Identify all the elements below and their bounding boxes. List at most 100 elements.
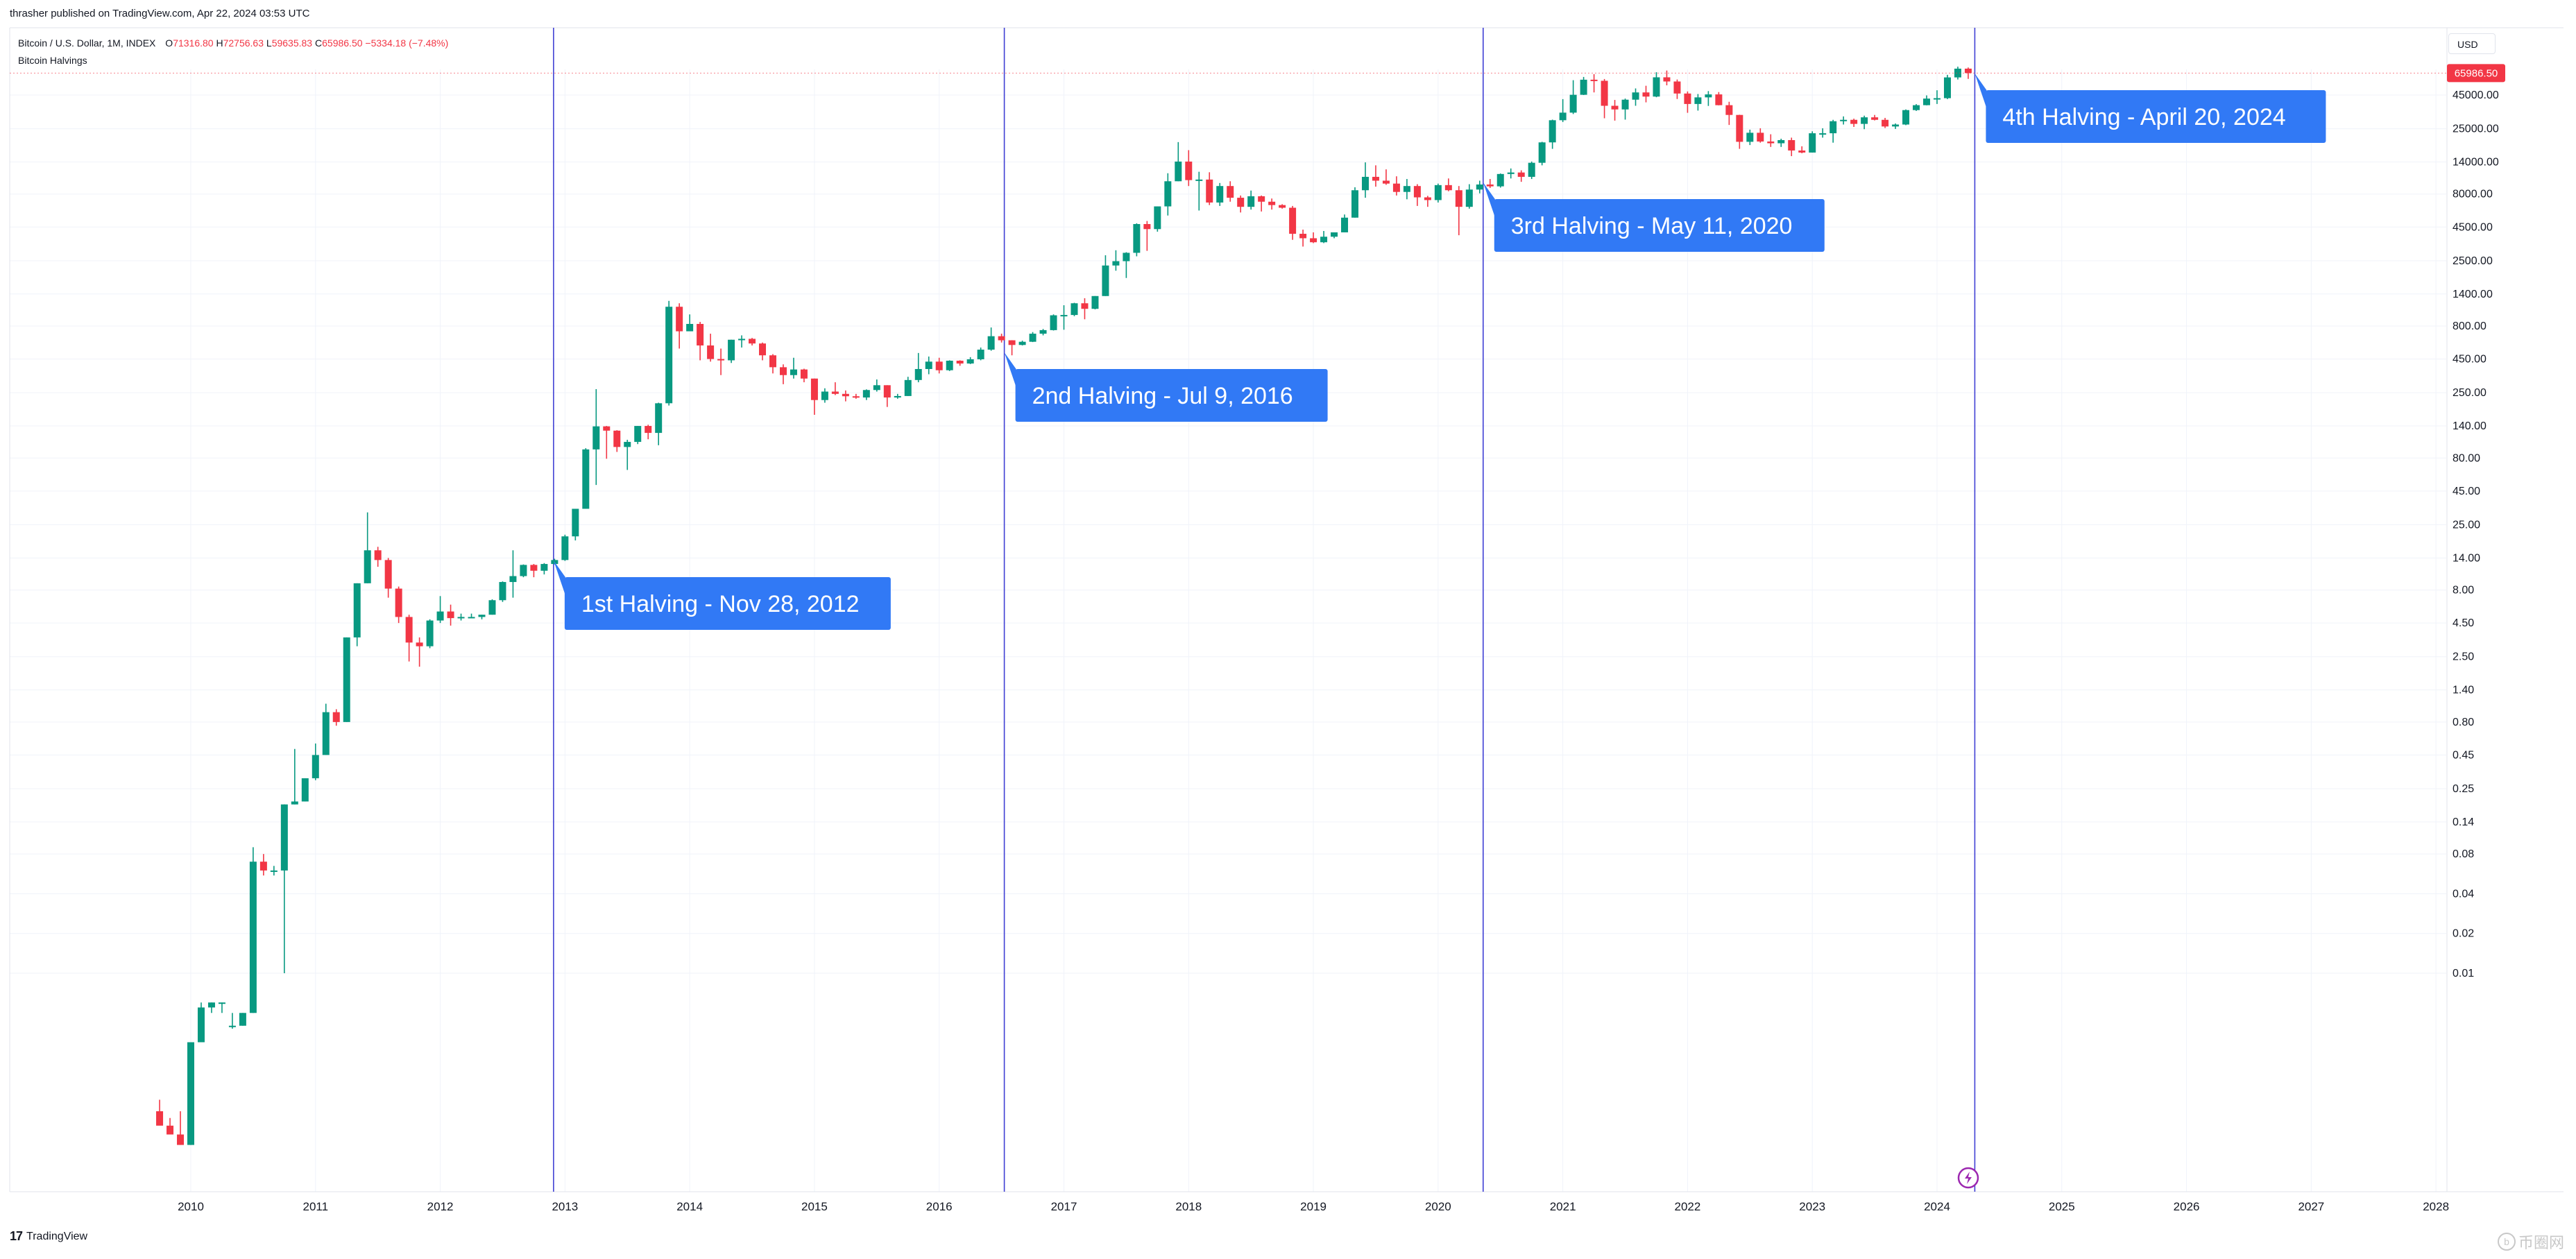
symbol-legend[interactable]: Bitcoin / U.S. Dollar, 1M, INDEX O71316.… (18, 37, 448, 49)
candle-up (207, 1002, 215, 1013)
y-tick-label: 4.50 (2453, 617, 2474, 629)
candle-up (966, 357, 974, 364)
candle-down (1673, 79, 1681, 99)
candle-down (332, 709, 340, 726)
candle-up (1102, 255, 1109, 296)
candle-up (1549, 119, 1556, 149)
candle-up (904, 377, 912, 396)
candle-up (1528, 161, 1535, 180)
candle-down (1715, 92, 1723, 105)
y-tick-label: 140.00 (2453, 420, 2487, 432)
candle-down (1590, 74, 1598, 93)
candle-down (1299, 230, 1307, 247)
candle-up (1361, 162, 1369, 198)
candle-down (1372, 165, 1379, 187)
candle-up (1559, 99, 1567, 122)
candle-up (1403, 179, 1410, 200)
candle-up (478, 615, 486, 619)
halving-label[interactable]: 4th Halving - April 20, 2024 (1974, 74, 2326, 143)
candle-up (1018, 341, 1026, 346)
y-tick-label: 4500.00 (2453, 221, 2493, 233)
candle-down (810, 378, 818, 416)
candle-up (1112, 250, 1120, 271)
candle-up (1133, 223, 1141, 257)
candlestick-series (156, 67, 1972, 1145)
candle-down (1517, 170, 1525, 182)
candle-up (1123, 252, 1130, 278)
candle-up (436, 596, 444, 624)
candle-up (499, 581, 506, 602)
candle-up (1580, 76, 1587, 95)
x-tick-label: 2024 (1924, 1200, 1950, 1213)
candle-up (582, 448, 590, 509)
candle-up (228, 1013, 236, 1029)
candle-up (946, 360, 953, 371)
candle-up (1653, 72, 1660, 98)
candle-up (592, 389, 600, 486)
y-tick-label: 45.00 (2453, 486, 2480, 497)
candle-up (1175, 142, 1182, 182)
y-tick-label: 0.25 (2453, 783, 2474, 795)
candle-up (1746, 129, 1754, 146)
study-legend[interactable]: Bitcoin Halvings (18, 55, 87, 66)
candle-down (1008, 340, 1016, 356)
candle-down (1767, 134, 1775, 147)
candle-up (738, 335, 746, 348)
candle-up (1496, 173, 1504, 188)
halving-lines (553, 28, 1976, 1192)
x-tick-label: 2028 (2423, 1200, 2449, 1213)
y-tick-label: 14.00 (2453, 552, 2480, 564)
candle-down (1206, 172, 1213, 205)
candle-down (800, 368, 808, 383)
halving-label[interactable]: 2nd Halving - Jul 9, 2016 (1004, 352, 1328, 422)
candle-down (1382, 169, 1390, 185)
candle-up (322, 703, 330, 755)
candle-up (894, 393, 901, 399)
halving-label[interactable]: 1st Halving - Nov 28, 2012 (553, 560, 891, 630)
candle-down (1684, 91, 1691, 113)
x-tick-label: 2019 (1300, 1200, 1327, 1213)
candle-down (1268, 198, 1276, 210)
halving-label[interactable]: 3rd Halving - May 11, 2020 (1483, 182, 1825, 252)
candle-down (167, 1117, 174, 1135)
y-tick-label: 0.04 (2453, 888, 2474, 900)
candle-down (1310, 232, 1317, 243)
y-tick-label: 0.45 (2453, 749, 2474, 761)
halving-label-text: 2nd Halving - Jul 9, 2016 (1032, 383, 1293, 409)
x-axis[interactable]: 2010 2011 2012 2013 2014 2015 2016 2017 2018 2019… (178, 1200, 2449, 1213)
candle-down (1486, 179, 1494, 188)
candle-up (987, 327, 995, 351)
candle-down (1850, 119, 1858, 127)
candle-up (1943, 74, 1951, 99)
lightning-icon[interactable] (1957, 1167, 1979, 1189)
grid-lines (9, 27, 2564, 1192)
candle-up (280, 804, 288, 973)
candle-up (1320, 230, 1328, 243)
y-tick-label: 25.00 (2453, 519, 2480, 531)
candle-down (1143, 221, 1151, 251)
candle-down (1227, 181, 1234, 202)
candle-up (364, 512, 371, 583)
y-axis[interactable]: 45000.00 25000.00 14000.00 8000.00 4500.00 25… (2453, 89, 2499, 979)
candle-up (540, 563, 548, 575)
x-tick-label: 2023 (1799, 1200, 1825, 1213)
currency-selector[interactable]: USD (2448, 33, 2496, 54)
candle-up (1029, 332, 1037, 343)
candle-down (613, 430, 621, 452)
candle-up (925, 356, 932, 375)
candle-up (862, 389, 870, 400)
candle-up (270, 866, 278, 876)
y-tick-label: 0.80 (2453, 717, 2474, 728)
candle-up (655, 402, 663, 445)
candle-up (1694, 94, 1702, 111)
halving-labels[interactable]: 1st Halving - Nov 28, 2012 2nd Halving - … (553, 74, 2326, 630)
candle-up (249, 847, 257, 1013)
tradingview-branding[interactable]: 17 TradingView (10, 1229, 87, 1244)
candle-up (301, 778, 309, 802)
candle-up (1341, 214, 1349, 232)
candle-up (1507, 168, 1515, 179)
candle-down (842, 390, 849, 402)
candle-up (1913, 104, 1920, 111)
candle-down (831, 382, 839, 395)
